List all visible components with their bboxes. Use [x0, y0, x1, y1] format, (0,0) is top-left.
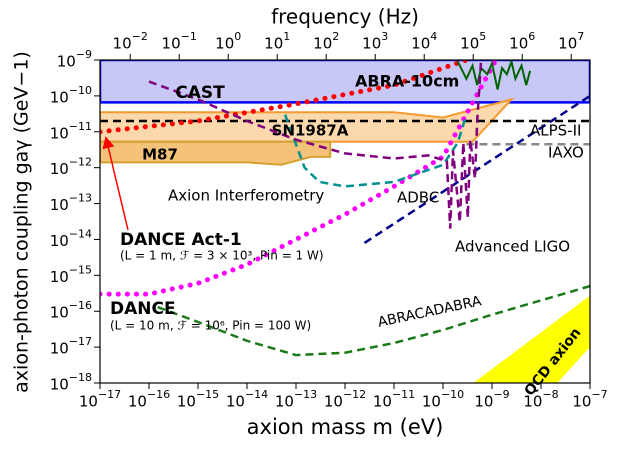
- y-label: axion-photon coupling gaγ (GeV−1): [11, 51, 33, 393]
- arrow: [102, 136, 129, 231]
- x-tick-label: 10−12: [324, 388, 366, 411]
- x-tick-label: 10−9: [474, 388, 509, 411]
- y-tick-label: 10−17: [50, 335, 92, 358]
- y-tick-label: 10−15: [50, 263, 92, 286]
- line: [100, 60, 499, 297]
- line: [456, 60, 532, 90]
- series-label: DANCE: [110, 299, 176, 319]
- y-tick-label: 10−11: [50, 120, 92, 143]
- y-tick-label: 10−16: [50, 299, 92, 322]
- x2-tick-label: 101: [264, 30, 290, 53]
- series-label: IAXO: [548, 144, 584, 162]
- x2-tick-label: 106: [509, 30, 535, 53]
- x-tick-label: 10−11: [373, 388, 415, 411]
- line: [283, 114, 468, 188]
- line: [148, 60, 483, 229]
- series-label: ALPS-II: [530, 122, 581, 140]
- annotation: (L = 10 m, ℱ = 10⁶, Pin = 100 W): [110, 319, 311, 333]
- series-label: ABRA-10cm: [355, 72, 459, 91]
- x-label: axion mass m (eV): [247, 415, 444, 439]
- x-tick-label: 10−10: [422, 388, 464, 411]
- series-label: DANCE Act-1: [120, 230, 242, 250]
- x-tick-label: 10−14: [226, 388, 268, 411]
- region-label: M87: [142, 146, 178, 164]
- series-label: ADBC: [397, 189, 439, 207]
- x-tick-label: 10−17: [79, 388, 121, 411]
- series-label: ABRACADABRA: [376, 293, 483, 331]
- x2-tick-label: 103: [362, 30, 388, 53]
- x2-tick-label: 100: [215, 30, 241, 53]
- y-tick-label: 10−14: [50, 227, 92, 250]
- y-tick-label: 10−13: [50, 192, 92, 215]
- y-tick-label: 10−10: [50, 84, 92, 107]
- y-tick-label: 10−12: [50, 156, 92, 179]
- x2-tick-label: 104: [411, 30, 437, 53]
- region-label: SN1987A: [272, 122, 349, 140]
- region: [100, 97, 515, 143]
- x2-tick-label: 10−2: [113, 30, 148, 53]
- region: [100, 140, 332, 166]
- x-tick-label: 10−13: [275, 388, 317, 411]
- line: [100, 60, 469, 135]
- x-tick-label: 10−15: [177, 388, 219, 411]
- region: [473, 295, 590, 383]
- frame: [99, 59, 591, 384]
- x-tick-label: 10−16: [128, 388, 170, 411]
- x2-tick-label: 107: [558, 30, 584, 53]
- line: [157, 284, 590, 357]
- series-label: Axion Interferometry: [168, 187, 324, 205]
- x2-tick-label: 10−1: [162, 30, 197, 53]
- region: [100, 60, 590, 104]
- regions: [100, 60, 590, 383]
- x-tick-label: 10−7: [572, 388, 607, 411]
- series-label: Advanced LIGO: [455, 238, 570, 256]
- line: [363, 94, 590, 244]
- x2-tick-label: 102: [313, 30, 339, 53]
- y-tick-label: 10−18: [50, 371, 92, 394]
- region-label: CAST: [175, 83, 225, 103]
- y-tick-label: 10−9: [57, 48, 92, 71]
- annotation: (L = 1 m, ℱ = 3 × 10³, Pin = 1 W): [120, 249, 324, 263]
- x2-tick-label: 105: [460, 30, 486, 53]
- lines: [100, 60, 590, 357]
- x2-label: frequency (Hz): [271, 5, 419, 29]
